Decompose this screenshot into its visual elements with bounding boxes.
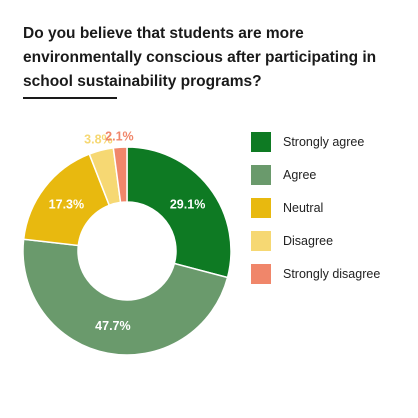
legend-label: Neutral	[283, 201, 324, 215]
title-underline	[23, 97, 117, 99]
donut-slices	[22, 146, 232, 356]
value-label-neutral: 17.3%	[49, 197, 84, 211]
value-label-strongly-disagree: 2.1%	[105, 129, 134, 143]
legend-label: Strongly agree	[283, 135, 365, 149]
value-label-disagree: 3.8%	[84, 133, 113, 147]
donut-slice-agree	[22, 238, 229, 356]
legend-swatch	[251, 231, 271, 251]
legend-swatch	[251, 165, 271, 185]
legend-label: Disagree	[283, 234, 334, 248]
legend-item-agree: Agree	[251, 165, 316, 185]
legend-item-disagree: Disagree	[251, 231, 333, 251]
legend-swatch	[251, 132, 271, 152]
chart-title: Do you believe that students are more en…	[23, 25, 377, 90]
donut-slice-strongly-disagree	[112, 146, 128, 204]
legend-label: Agree	[283, 168, 317, 182]
legend-swatch	[251, 264, 271, 284]
value-label-strongly-agree: 29.1%	[170, 197, 205, 211]
legend-item-neutral: Neutral	[251, 198, 323, 218]
legend-item-strongly-agree: Strongly agree	[251, 132, 364, 152]
legend-swatch	[251, 198, 271, 218]
donut-value-labels: 29.1% 47.7% 17.3% 3.8%2.1%	[49, 129, 206, 333]
value-label-agree: 47.7%	[95, 319, 130, 333]
legend-item-strongly-disagree: Strongly disagree	[251, 264, 380, 284]
legend-label: Strongly disagree	[283, 267, 381, 281]
donut-slice-strongly-agree	[126, 146, 232, 279]
